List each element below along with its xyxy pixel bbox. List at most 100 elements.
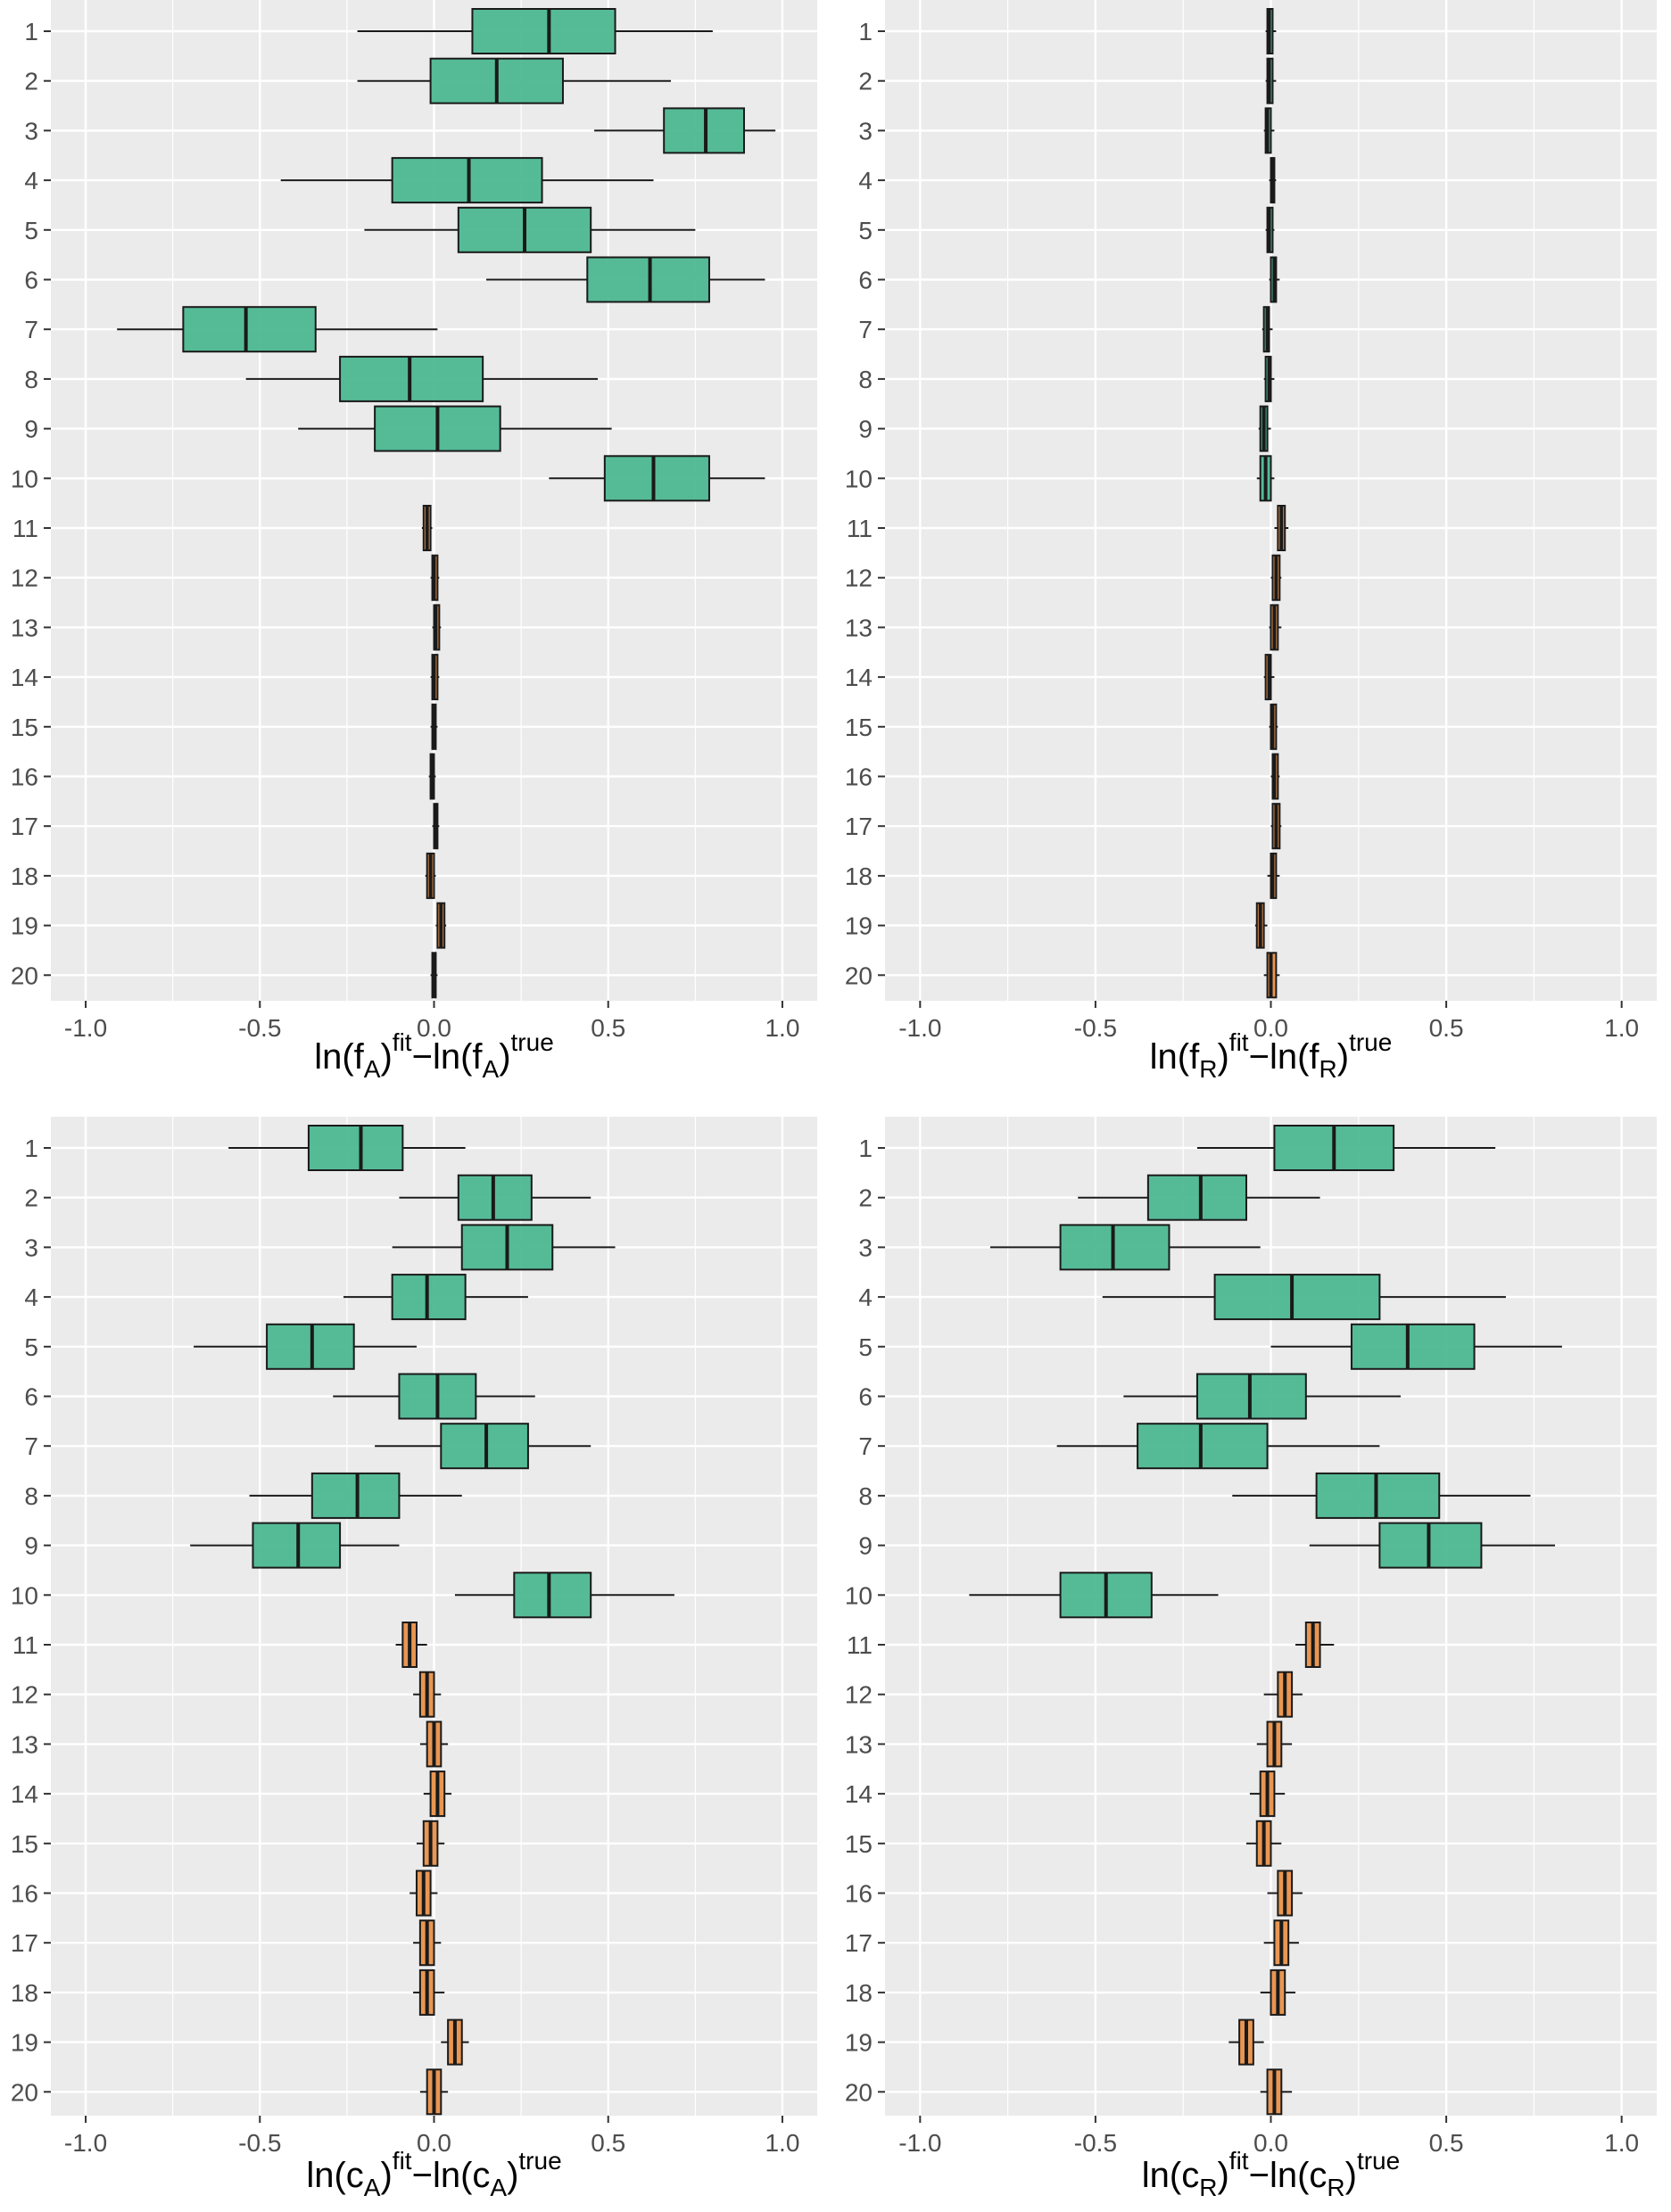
y-tick-label: 15 <box>11 1830 38 1858</box>
boxplot-20 <box>430 952 438 999</box>
x-tick-label: 0.0 <box>1253 1014 1288 1042</box>
y-tick-label: 18 <box>11 1979 38 2007</box>
y-tick-label: 9 <box>858 416 873 443</box>
y-tick-label: 5 <box>24 1333 38 1361</box>
boxplot-10 <box>454 1572 674 1619</box>
y-tick-label: 10 <box>845 465 873 492</box>
y-tick-label: 10 <box>11 465 38 492</box>
y-tick-label: 8 <box>858 1482 873 1510</box>
boxplot-9 <box>298 405 612 452</box>
y-tick-label: 17 <box>845 1929 873 1957</box>
y-tick-label: 14 <box>11 664 38 691</box>
y-tick-label: 16 <box>11 763 38 791</box>
x-tick-label: -0.5 <box>238 2129 281 2157</box>
x-tick-label: -1.0 <box>64 2129 107 2157</box>
boxplot-7 <box>1262 306 1273 353</box>
y-tick-label: 9 <box>24 1532 38 1560</box>
box-iqr <box>1350 1323 1476 1370</box>
y-tick-label: 9 <box>858 1532 873 1560</box>
boxplot-8 <box>1263 355 1275 402</box>
boxplot-9 <box>190 1522 400 1569</box>
y-tick-label: 2 <box>858 68 873 95</box>
y-tick-label: 11 <box>12 515 38 542</box>
boxplot-20 <box>1260 2068 1293 2116</box>
boxplot-4 <box>280 157 654 204</box>
y-tick-label: 13 <box>11 1730 38 1758</box>
y-tick-label: 15 <box>845 1830 873 1858</box>
y-tick-label: 19 <box>11 2029 38 2057</box>
x-axis-title: ln(fR)fit−ln(fR)true <box>1150 1028 1393 1083</box>
box-iqr <box>182 306 317 353</box>
boxplot-11 <box>1274 505 1289 551</box>
y-tick-label: 19 <box>11 912 38 940</box>
y-tick-label: 18 <box>11 863 38 890</box>
x-tick-label: -0.5 <box>1074 2129 1117 2157</box>
x-tick-label: 0.5 <box>591 2129 625 2157</box>
boxplot-3 <box>989 1224 1261 1271</box>
boxplot-15 <box>416 1820 445 1867</box>
boxplot-7 <box>117 306 438 353</box>
boxplot-9 <box>1258 405 1271 452</box>
y-tick-label: 2 <box>858 1184 873 1212</box>
boxplot-14 <box>430 654 440 701</box>
boxplot-1 <box>228 1125 466 1171</box>
boxplot-14 <box>1249 1770 1286 1818</box>
y-tick-label: 9 <box>24 416 38 443</box>
x-tick-label: 0.0 <box>417 1014 451 1042</box>
boxplot-17 <box>432 803 440 850</box>
boxplot-17 <box>1270 803 1282 850</box>
y-tick-label: 11 <box>847 515 873 542</box>
boxplot-15 <box>1269 703 1278 750</box>
y-tick-label: 4 <box>24 167 38 194</box>
boxplot-15 <box>430 703 438 750</box>
boxplot-17 <box>413 1919 442 1967</box>
y-tick-label: 20 <box>845 2078 873 2106</box>
y-tick-label: 12 <box>845 1681 873 1709</box>
boxplot-19 <box>1228 2018 1264 2066</box>
y-tick-label: 16 <box>845 1880 873 1908</box>
boxplot-4 <box>1269 157 1277 204</box>
boxplot-2 <box>1078 1174 1320 1221</box>
boxplot-18 <box>1267 852 1280 899</box>
y-tick-label: 19 <box>845 912 873 940</box>
y-tick-label: 20 <box>11 962 38 989</box>
y-tick-label: 8 <box>24 1482 38 1510</box>
y-tick-label: 3 <box>24 1234 38 1261</box>
x-axis-title: ln(fA)fit−ln(fA)true <box>314 1028 554 1083</box>
boxplot-20 <box>419 2068 449 2116</box>
y-tick-label: 4 <box>858 1283 873 1311</box>
x-tick-label: 0.5 <box>1429 2129 1464 2157</box>
y-tick-label: 5 <box>858 217 873 244</box>
boxplot-12 <box>430 554 440 601</box>
x-tick-label: -1.0 <box>898 2129 941 2157</box>
box-iqr <box>513 1572 592 1619</box>
boxplot-10 <box>549 455 765 502</box>
boxplot-5 <box>194 1323 417 1370</box>
y-tick-label: 5 <box>24 217 38 244</box>
boxplot-2 <box>357 57 672 104</box>
y-tick-label: 17 <box>845 813 873 840</box>
y-tick-label: 12 <box>11 1681 38 1709</box>
boxplot-12 <box>413 1671 442 1718</box>
y-tick-label: 1 <box>24 1135 38 1162</box>
x-tick-label: 0.0 <box>1253 2129 1288 2157</box>
boxplot-18 <box>425 852 436 899</box>
y-tick-label: 7 <box>24 1432 38 1460</box>
box-iqr <box>1146 1174 1247 1221</box>
boxplot-9 <box>1309 1522 1555 1569</box>
y-tick-label: 4 <box>858 167 873 194</box>
y-tick-label: 12 <box>845 565 873 592</box>
boxplot-5 <box>364 206 696 253</box>
boxplot-17 <box>1263 1919 1299 1967</box>
x-tick-label: -0.5 <box>1074 1014 1117 1042</box>
boxplot-6 <box>1123 1373 1401 1420</box>
x-tick-label: 0.0 <box>417 2129 451 2157</box>
boxplot-1 <box>1265 8 1277 54</box>
x-tick-label: 0.5 <box>591 1014 625 1042</box>
y-tick-label: 12 <box>11 565 38 592</box>
boxplot-13 <box>1269 604 1282 651</box>
boxplot-3 <box>392 1224 616 1271</box>
boxplot-8 <box>1232 1472 1531 1519</box>
x-axis-title: ln(cA)fit−ln(cA)true <box>306 2147 561 2201</box>
